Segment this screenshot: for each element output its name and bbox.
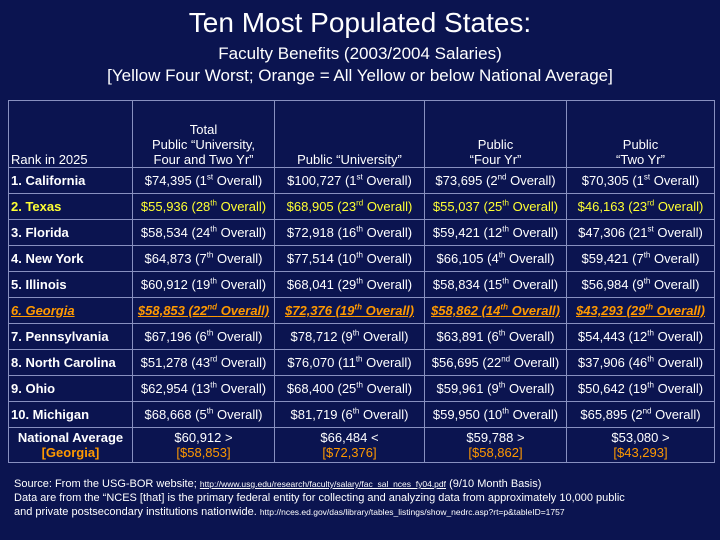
salary-cell: $64,873 (7th Overall) [132,245,275,272]
page-title: Ten Most Populated States: [188,7,532,38]
salary-cell: $62,954 (13th Overall) [132,375,275,402]
subtitle-line-2: [Yellow Four Worst; Orange = All Yellow … [107,66,613,85]
col-header-total: Total Public “University, Four and Two Y… [132,100,275,168]
salary-cell: $76,070 (11th Overall) [274,349,425,376]
salary-cell: $74,395 (1st Overall) [132,167,275,194]
salary-cell: $60,912 (19th Overall) [132,271,275,298]
state-name: 10. Michigan [8,401,133,428]
state-name: 5. Illinois [8,271,133,298]
salary-cell: $63,891 (6th Overall) [424,323,567,350]
salary-cell: $55,037 (25th Overall) [424,193,567,220]
subtitle-line-1: Faculty Benefits (2003/2004 Salaries) [218,44,502,63]
salary-cell: $70,305 (1st Overall) [566,167,715,194]
national-average-cell: $59,788 > [$58,862] [424,427,567,463]
salary-cell: $100,727 (1st Overall) [274,167,425,194]
col-header-four-yr: Public “Four Yr” [424,100,567,168]
state-name: 8. North Carolina [8,349,133,376]
salary-cell: $43,293 (29th Overall) [566,297,715,324]
salary-cell: $59,421 (12th Overall) [424,219,567,246]
col-header-two-yr: Public “Two Yr” [566,100,715,168]
salary-cell: $81,719 (6th Overall) [274,401,425,428]
salary-cell: $68,905 (23rd Overall) [274,193,425,220]
salary-cell: $56,695 (22nd Overall) [424,349,567,376]
salary-cell: $77,514 (10th Overall) [274,245,425,272]
state-name: 3. Florida [8,219,133,246]
national-average-label: National Average [Georgia] [8,427,133,463]
table-header-row: Rank in 2025 Total Public “University, F… [8,100,715,168]
state-name: 2. Texas [8,193,133,220]
table-row: 6. Georgia $58,853 (22nd Overall) $72,376 … [8,297,715,324]
state-name: 9. Ohio [8,375,133,402]
salary-cell: $58,534 (24th Overall) [132,219,275,246]
table-row: 7. Pennsylvania $67,196 (6th Overall) $78,… [8,323,715,350]
national-average-cell: $66,484 < [$72,376] [274,427,425,463]
salary-cell: $68,041 (29th Overall) [274,271,425,298]
salary-cell: $46,163 (23rd Overall) [566,193,715,220]
state-name: 1. California [8,167,133,194]
salary-cell: $54,443 (12th Overall) [566,323,715,350]
salary-cell: $37,906 (46th Overall) [566,349,715,376]
state-name: 7. Pennsylvania [8,323,133,350]
salary-cell: $67,196 (6th Overall) [132,323,275,350]
table-row: 8. North Carolina $51,278 (43rd Overall) $… [8,349,715,376]
national-average-row: National Average [Georgia] $60,912 > [$58,8… [8,427,715,463]
salary-cell: $59,950 (10th Overall) [424,401,567,428]
salary-cell: $72,918 (16th Overall) [274,219,425,246]
salary-cell: $66,105 (4th Overall) [424,245,567,272]
salary-cell: $55,936 (28th Overall) [132,193,275,220]
salary-cell: $59,961 (9th Overall) [424,375,567,402]
salary-cell: $56,984 (9th Overall) [566,271,715,298]
page-subtitle: Faculty Benefits (2003/2004 Salaries) [Y… [0,43,720,87]
table-row: 4. New York $64,873 (7th Overall) $77,514 … [8,245,715,272]
table-row: 3. Florida $58,534 (24th Overall) $72,918 … [8,219,715,246]
col-header-university: Public “University” [274,100,425,168]
state-name: 4. New York [8,245,133,272]
source-link-nces[interactable]: http://nces.ed.gov/das/library/tables_li… [259,507,565,517]
source-link-usg[interactable]: http://www.usg.edu/research/faculty/sala… [199,479,447,489]
national-average-cell: $60,912 > [$58,853] [132,427,275,463]
source-note: Source: From the USG-BOR website; http:/… [14,478,625,518]
salary-cell: $58,862 (14th Overall) [424,297,567,324]
rank-header: Rank in 2025 [8,100,133,168]
table-row: 10. Michigan $68,668 (5th Overall) $81,719… [8,401,715,428]
table-row: 9. Ohio $62,954 (13th Overall) $68,400 (25… [8,375,715,402]
table-row: 5. Illinois $60,912 (19th Overall) $68,041… [8,271,715,298]
table-row: 2. Texas $55,936 (28th Overall) $68,905 (2… [8,193,715,220]
salary-cell: $73,695 (2nd Overall) [424,167,567,194]
national-average-cell: $53,080 > [$43,293] [566,427,715,463]
salary-cell: $50,642 (19th Overall) [566,375,715,402]
salary-cell: $78,712 (9th Overall) [274,323,425,350]
salary-table: Rank in 2025 Total Public “University, F… [8,100,715,463]
salary-cell: $58,853 (22nd Overall) [132,297,275,324]
salary-cell: $68,668 (5th Overall) [132,401,275,428]
salary-cell: $51,278 (43rd Overall) [132,349,275,376]
salary-cell: $72,376 (19th Overall) [274,297,425,324]
salary-cell: $65,895 (2nd Overall) [566,401,715,428]
salary-cell: $58,834 (15th Overall) [424,271,567,298]
table-row: 1. California $74,395 (1st Overall) $100,7… [8,167,715,194]
salary-cell: $68,400 (25th Overall) [274,375,425,402]
state-name: 6. Georgia [8,297,133,324]
salary-cell: $59,421 (7th Overall) [566,245,715,272]
salary-cell: $47,306 (21st Overall) [566,219,715,246]
